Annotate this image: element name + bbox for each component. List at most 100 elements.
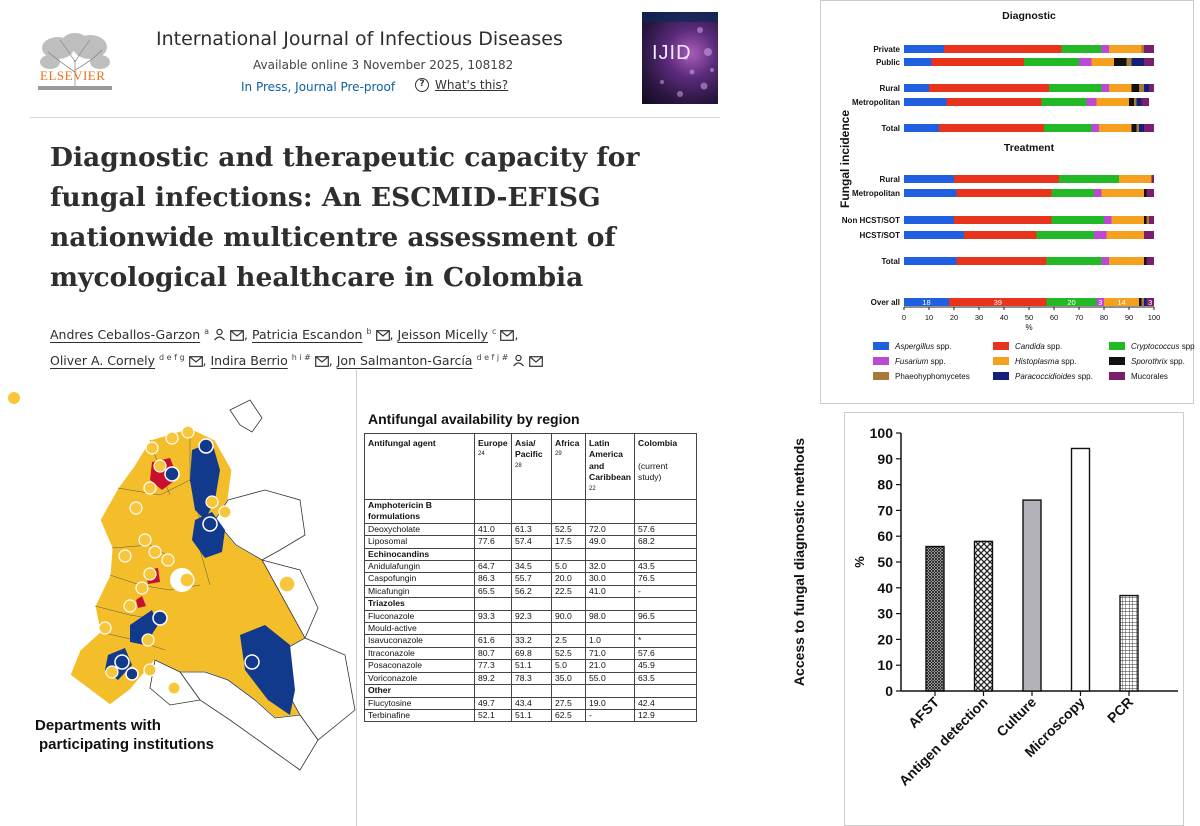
bar-segment bbox=[1146, 298, 1154, 306]
row-label: Total bbox=[881, 124, 900, 133]
y-tick-label: 40 bbox=[877, 580, 893, 596]
bar-segment bbox=[1144, 257, 1147, 265]
bar-segment bbox=[904, 189, 957, 197]
row-label: Over all bbox=[871, 298, 900, 307]
value-cell: 57.6 bbox=[634, 522, 698, 537]
x-tick-label: AFST bbox=[905, 693, 942, 730]
person-icon bbox=[214, 328, 225, 341]
empty-cell bbox=[551, 547, 586, 562]
section-label: Triazoles bbox=[364, 597, 475, 611]
bar-segment bbox=[964, 231, 1037, 239]
bar-segment bbox=[1101, 45, 1109, 53]
value-cell: 55.0 bbox=[584, 671, 636, 686]
value-cell: 12.9 bbox=[634, 708, 698, 723]
legend-label: Aspergillus spp. bbox=[894, 342, 951, 351]
table-section-row: Other bbox=[364, 684, 698, 698]
row-label: Metropolitan bbox=[852, 98, 900, 107]
value-cell: 5.0 bbox=[551, 560, 586, 574]
in-press-link[interactable]: In Press, Journal Pre-proof bbox=[241, 80, 396, 94]
author-2[interactable]: Patricia Escandon b , bbox=[251, 327, 398, 343]
bar-segment bbox=[904, 124, 939, 132]
x-tick-label: 60 bbox=[1050, 313, 1058, 322]
section-label: Amphotericin B formulations bbox=[364, 499, 475, 524]
bar-segment bbox=[1049, 84, 1102, 92]
bar-segment bbox=[1131, 124, 1137, 132]
value-cell: 57.6 bbox=[634, 646, 698, 661]
table-section-row: Amphotericin B formulations bbox=[364, 499, 698, 524]
bar-segment bbox=[1149, 216, 1154, 224]
agent-name-cell: Terbinafine bbox=[364, 708, 475, 723]
bar-segment bbox=[954, 175, 1059, 183]
table-row: Itraconazole 80.7 69.8 52.5 71.0 57.6 bbox=[364, 646, 698, 661]
empty-cell bbox=[584, 547, 636, 562]
map-caption: Departments with participating instituti… bbox=[35, 716, 214, 754]
author-1[interactable]: Andres Ceballos-Garzon a , bbox=[50, 327, 252, 343]
empty-cell bbox=[551, 597, 586, 611]
table-row: Liposomal 77.6 57.4 17.5 49.0 68.2 bbox=[364, 535, 698, 549]
map-caption-line-2: participating institutions bbox=[39, 736, 214, 753]
bar-segment bbox=[904, 216, 954, 224]
cover-pattern bbox=[642, 12, 718, 97]
value-cell: 78.3 bbox=[511, 671, 552, 686]
legend-label: Histoplasma spp. bbox=[1015, 357, 1076, 366]
bar-segment bbox=[1144, 45, 1154, 53]
person-icon bbox=[513, 355, 525, 367]
table-row: Posaconazole 77.3 51.1 5.0 21.0 45.9 bbox=[364, 659, 698, 673]
whats-this-link[interactable]: ? What's this? bbox=[415, 78, 508, 92]
value-cell: 51.1 bbox=[511, 708, 552, 723]
value-cell: 69.8 bbox=[511, 646, 552, 661]
bar-segment bbox=[954, 216, 1052, 224]
y-tick-label: 30 bbox=[877, 606, 893, 622]
cover-title: IJID bbox=[652, 42, 692, 64]
author-6[interactable]: Jon Salmanton-García d e f j # bbox=[337, 353, 544, 368]
table-row: Deoxycholate 41.0 61.3 52.5 72.0 57.6 bbox=[364, 522, 698, 537]
value-cell: 32.0 bbox=[584, 560, 636, 574]
value-cell: 93.3 bbox=[474, 609, 512, 624]
bar-segment bbox=[1126, 58, 1132, 66]
legend-swatch bbox=[1109, 342, 1125, 350]
value-cell: 34.5 bbox=[511, 560, 552, 574]
bar-segment bbox=[904, 84, 929, 92]
agent-name-cell: Itraconazole bbox=[364, 646, 475, 661]
x-axis-label: % bbox=[1025, 323, 1032, 332]
value-cell: 5.0 bbox=[551, 659, 586, 673]
bar-segment bbox=[904, 58, 932, 66]
author-5[interactable]: Indira Berrio h i # , bbox=[210, 353, 337, 369]
value-cell bbox=[634, 622, 698, 636]
bar-segment bbox=[904, 98, 947, 106]
header-divider bbox=[30, 117, 720, 118]
agent-name-cell: Voriconazole bbox=[364, 671, 475, 686]
value-cell bbox=[551, 622, 586, 636]
legend-label: Paracoccidioides spp. bbox=[1015, 372, 1093, 381]
x-tick-label: 80 bbox=[1100, 313, 1108, 322]
author-4[interactable]: Oliver A. Cornely d e f g , bbox=[50, 353, 211, 369]
legend-label: Cryptococcus spp. bbox=[1131, 342, 1195, 351]
bar-segment bbox=[1146, 216, 1149, 224]
bar-segment bbox=[904, 45, 944, 53]
bar-segment bbox=[1109, 257, 1144, 265]
empty-cell bbox=[584, 499, 636, 524]
bar-segment bbox=[1101, 84, 1109, 92]
value-cell: * bbox=[634, 634, 698, 648]
bar-segment bbox=[1119, 175, 1152, 183]
author-3[interactable]: Jeisson Micelly c , bbox=[397, 327, 519, 343]
journal-name[interactable]: International Journal of Infectious Dise… bbox=[156, 28, 563, 50]
value-cell: 19.0 bbox=[584, 696, 636, 710]
bar-segment bbox=[1114, 58, 1127, 66]
y-tick-label: 10 bbox=[877, 657, 893, 673]
bar-segment bbox=[1149, 84, 1154, 92]
bar-segment bbox=[1139, 124, 1144, 132]
legend-swatch bbox=[873, 342, 889, 350]
journal-cover[interactable]: IJID bbox=[642, 12, 718, 104]
value-cell: 65.5 bbox=[474, 584, 512, 599]
antifungal-table: Antifungal agent Europe 24 Asia/ Pacific… bbox=[364, 433, 698, 723]
bar-segment bbox=[929, 84, 1049, 92]
bar-segment bbox=[1091, 124, 1099, 132]
bar-segment bbox=[1051, 216, 1104, 224]
bar-segment bbox=[1096, 298, 1104, 306]
empty-cell bbox=[551, 684, 586, 698]
value-cell: 92.3 bbox=[511, 609, 552, 624]
y-axis-unit: % bbox=[852, 556, 867, 568]
bar-segment bbox=[1131, 58, 1144, 66]
data-label: 20 bbox=[1067, 298, 1075, 307]
